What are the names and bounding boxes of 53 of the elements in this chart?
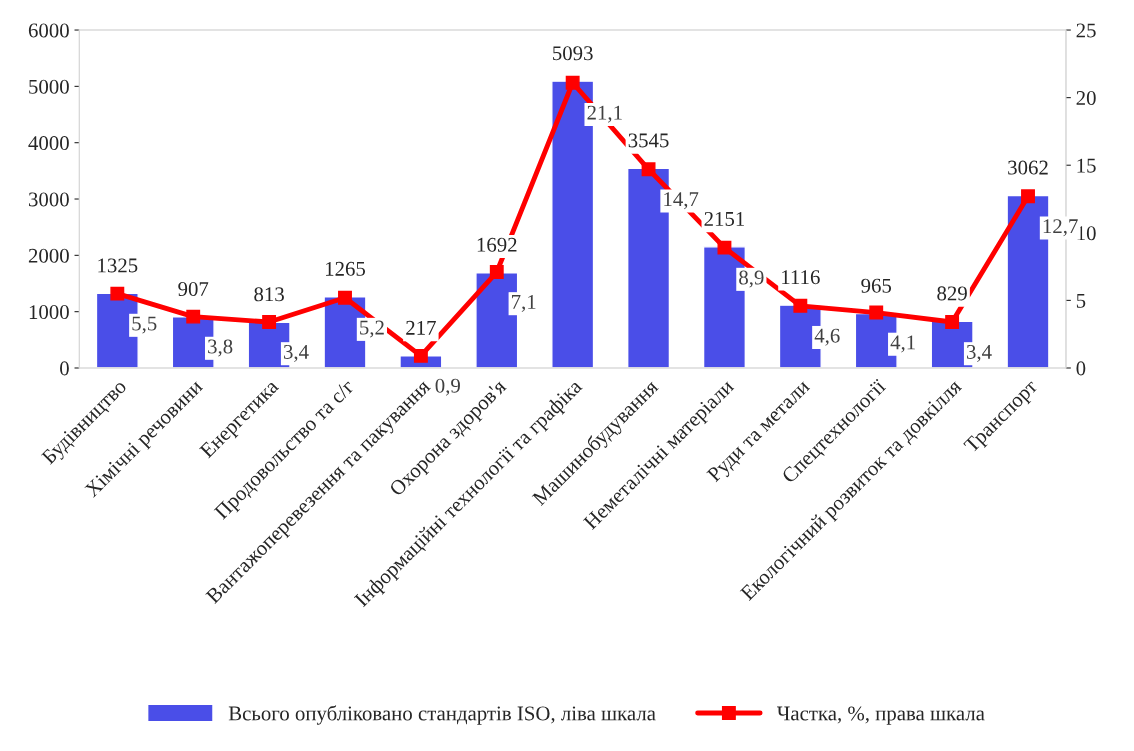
- data-label: 1325: [98, 258, 138, 273]
- y2-tick-label: 15: [1077, 158, 1096, 173]
- data-label: 5,2: [360, 320, 384, 338]
- y-tick-label: 1000: [29, 305, 69, 320]
- y-tick-label: 0: [60, 361, 69, 376]
- point: [338, 290, 352, 305]
- data-label: 3,4: [967, 344, 992, 362]
- data-label: 965: [861, 278, 892, 293]
- data-label: 3,8: [208, 339, 233, 357]
- data-label: 1692: [477, 237, 517, 252]
- point: [945, 315, 960, 329]
- point: [1021, 189, 1035, 204]
- point: [717, 240, 732, 255]
- point: [869, 305, 884, 320]
- point: [186, 309, 201, 324]
- data-label: 12,7: [1043, 219, 1078, 237]
- y-tick-label: 2000: [28, 248, 69, 263]
- point: [641, 162, 656, 177]
- data-label: 8,9: [739, 270, 764, 288]
- data-label: 2151: [704, 211, 745, 226]
- data-label: 3062: [1008, 160, 1048, 175]
- y-tick-label: 4000: [28, 136, 69, 151]
- point: [793, 298, 808, 313]
- legend-label: Всього опубліковано стандартів ISO, ліва шкала: [228, 705, 656, 725]
- point: [110, 286, 125, 301]
- data-label: 4,1: [890, 335, 915, 353]
- data-label: 4,6: [814, 328, 840, 346]
- point: [413, 348, 428, 363]
- data-label: 21,1: [587, 105, 622, 123]
- data-label: 829: [937, 286, 967, 301]
- data-label: 14,7: [664, 192, 699, 210]
- data-label: 7,1: [512, 294, 536, 312]
- data-label: 217: [406, 320, 436, 335]
- y-tick-label: 6000: [28, 23, 69, 38]
- y2-tick-label: 5: [1076, 293, 1086, 308]
- data-label: 5,5: [132, 316, 157, 334]
- y2-tick-label: 25: [1076, 23, 1096, 38]
- y2-tick-label: 10: [1077, 226, 1096, 241]
- y2-tick-label: 20: [1076, 91, 1096, 106]
- point: [489, 265, 504, 279]
- point: [565, 75, 580, 90]
- data-label: 1265: [326, 261, 366, 276]
- data-label: 813: [254, 287, 284, 302]
- point: [262, 315, 277, 329]
- y-tick-label: 3000: [28, 192, 69, 207]
- data-label: 5093: [553, 46, 593, 61]
- y-tick-label: 5000: [29, 79, 69, 94]
- data-label: 1116: [782, 270, 820, 285]
- data-label: 907: [178, 281, 209, 296]
- data-label: 3,4: [283, 344, 309, 362]
- legend-label: Частка, %, права шкала: [777, 706, 985, 725]
- y2-tick-label: 0: [1076, 361, 1086, 376]
- data-label: 3545: [628, 133, 669, 148]
